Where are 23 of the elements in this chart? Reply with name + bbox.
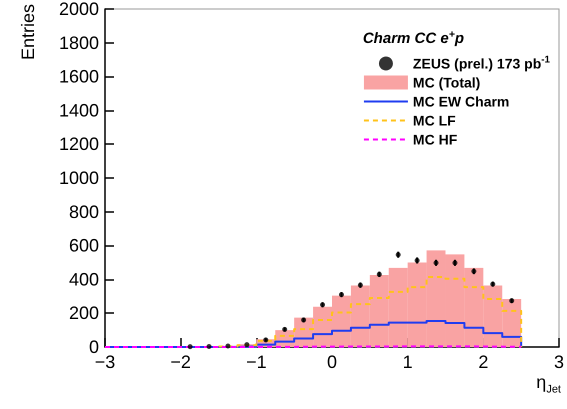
legend-label: MC (Total) — [412, 74, 480, 90]
y-tick-label: 1400 — [58, 100, 99, 120]
legend-label: MC LF — [412, 112, 456, 128]
x-axis-title: η$_{Jet}$ — [536, 372, 561, 396]
legend-label: MC EW Charm — [412, 94, 510, 110]
legend-title: Charm CC e+p — [362, 28, 464, 47]
x-tick-label: 2 — [478, 352, 488, 372]
y-axis-title: Entries — [18, 4, 39, 60]
y-tick-label: 1200 — [58, 134, 99, 154]
legend-label: MC HF — [412, 132, 458, 148]
y-tick-label: 800 — [68, 202, 99, 222]
x-tick-label: 1 — [402, 352, 413, 372]
y-tick-label: 400 — [68, 269, 99, 290]
y-tick-label: 200 — [68, 303, 99, 324]
x-tick-label: 0 — [326, 352, 338, 372]
x-tick-label: −2 — [170, 352, 191, 372]
y-tick-label: 600 — [68, 236, 99, 256]
x-tick-label: −1 — [246, 352, 267, 372]
y-tick-label: 2000 — [58, 0, 99, 19]
y-tick-label: 1000 — [58, 168, 99, 188]
x-tick-label: 3 — [554, 352, 564, 372]
y-tick-label: 1800 — [58, 32, 99, 53]
y-tick-label: 1600 — [58, 66, 99, 87]
